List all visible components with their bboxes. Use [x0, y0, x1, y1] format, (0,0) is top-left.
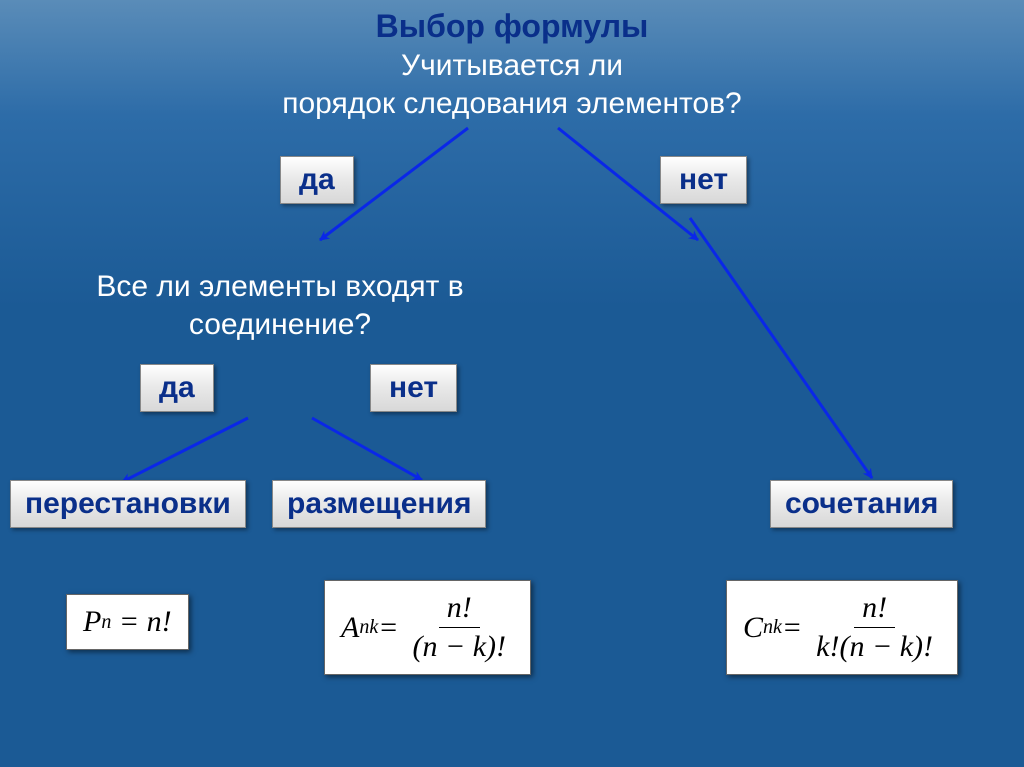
question2-line1: Все ли элементы входят в — [96, 270, 463, 303]
question2-line2: соединение? — [189, 308, 371, 341]
result-permutations: перестановки — [10, 480, 246, 528]
subtitle-line2: порядок следования элементов? — [282, 87, 742, 120]
node-q2-no: нет — [370, 364, 457, 412]
formula-permutations: Pn = n! — [66, 594, 189, 650]
node-q2-yes: да — [140, 364, 214, 412]
subtitle-line1: Учитывается ли — [401, 49, 623, 82]
node-q1-no: нет — [660, 156, 747, 204]
subtitle: Учитывается ли порядок следования элемен… — [0, 47, 1024, 122]
result-combinations: сочетания — [770, 480, 953, 528]
question2: Все ли элементы входят в соединение? — [60, 268, 500, 343]
node-q1-yes: да — [280, 156, 354, 204]
title: Выбор формулы — [0, 8, 1024, 45]
header: Выбор формулы Учитывается ли порядок сле… — [0, 0, 1024, 122]
formula-arrangements: Ank = n!(n − k)! — [324, 580, 531, 675]
result-arrangements: размещения — [272, 480, 486, 528]
formula-combinations: Cnk = n!k!(n − k)! — [726, 580, 958, 675]
